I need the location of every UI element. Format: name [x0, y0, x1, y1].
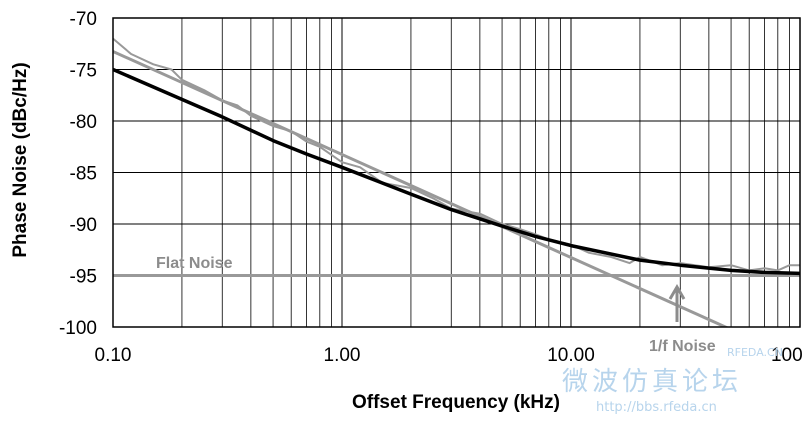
y-axis-title: Phase Noise (dBc/Hz): [10, 62, 31, 257]
y-tick-label: -95: [70, 267, 97, 288]
y-tick-label: -85: [70, 164, 97, 185]
measured-phase-noise-line: [113, 67, 800, 276]
x-tick-label: 1.00: [324, 345, 361, 366]
series-layer: [113, 37, 800, 327]
x-axis-title: Offset Frequency (kHz): [352, 392, 560, 413]
one-over-f-asymptote: [113, 49, 730, 327]
y-tick-label: -90: [70, 215, 97, 236]
noisy-phase-noise-line: [113, 37, 800, 272]
watermark-chinese: 微波仿真论坛: [562, 367, 742, 397]
x-tick-label: 0.10: [95, 345, 132, 366]
y-tick-label: -75: [70, 61, 97, 82]
flat-noise-label: Flat Noise: [156, 255, 233, 272]
grid-lines: [113, 17, 800, 328]
x-tick-label: 10.00: [547, 345, 595, 366]
one-over-f-arrow: [668, 284, 686, 322]
watermark-small: RFEDA.CN: [727, 346, 783, 359]
tick-labels: 0.10 1.00 10.00 100.00 -70 -75 -80 -85 -90 -95 -10…: [59, 9, 804, 366]
watermark-url: http://bbs.rfeda.cn: [596, 400, 717, 415]
y-tick-label: -80: [70, 112, 97, 133]
x-tick-label: 100.00: [771, 345, 804, 366]
y-tick-label: -70: [70, 9, 97, 30]
plot-frame: [112, 17, 801, 328]
one-over-f-label: 1/f Noise: [649, 338, 716, 355]
y-tick-label: -100: [59, 318, 97, 339]
